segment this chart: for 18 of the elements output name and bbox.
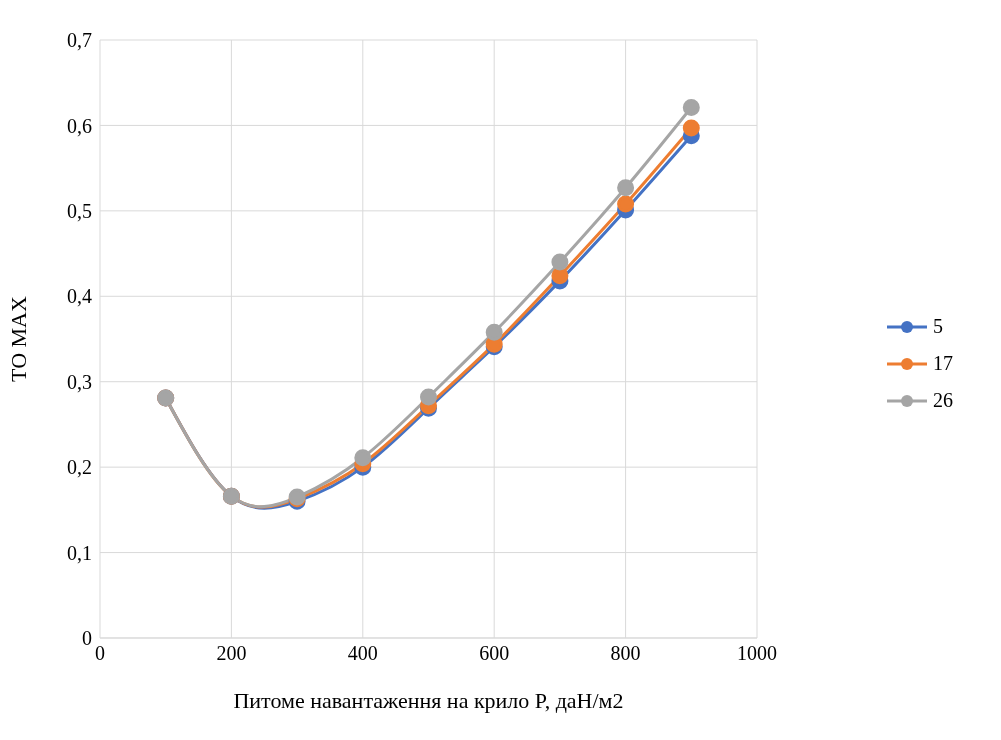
y-tick-label: 0,4 [67,285,92,308]
legend-label: 5 [933,315,943,338]
y-tick-label: 0,1 [67,541,92,564]
x-tick-label: 200 [216,642,247,665]
y-tick-label: 0 [82,627,92,650]
y-tick-label: 0,6 [67,114,92,137]
x-tick-label: 1000 [737,642,777,665]
legend-label: 17 [933,352,953,375]
y-tick-label: 0,5 [67,199,92,222]
y-axis-title: TO MAX [5,296,31,382]
x-tick-label: 600 [479,642,510,665]
legend-label: 26 [933,389,953,412]
y-tick-label: 0,2 [67,456,92,479]
y-tick-label: 0,7 [67,29,92,52]
x-tick-label: 400 [347,642,378,665]
x-tick-label: 800 [610,642,641,665]
x-axis-title: Питоме навантаження на крило P, даН/м2 [233,688,624,713]
y-tick-label: 0,3 [67,370,92,393]
